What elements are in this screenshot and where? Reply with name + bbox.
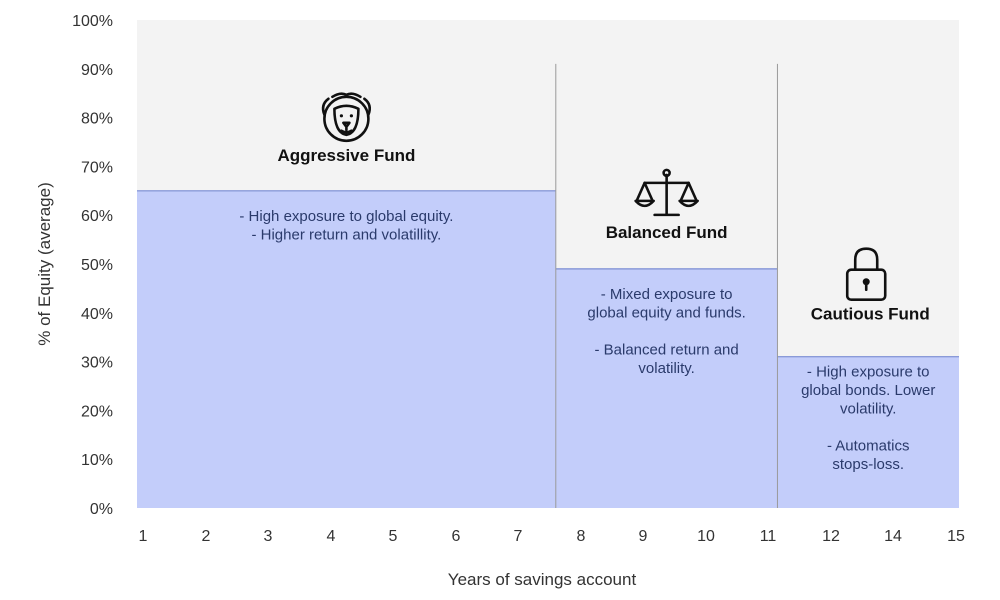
x-tick-label: 11 (760, 528, 777, 545)
x-tick-label: 7 (514, 528, 523, 545)
scales-beam (643, 173, 690, 217)
x-tick-label: 3 (264, 528, 273, 545)
equity-area (777, 356, 959, 508)
y-tick-label: 0% (90, 501, 113, 518)
lion-face (333, 104, 360, 137)
fund-description-line: - Higher return and volatillity. (251, 226, 441, 243)
x-tick-label: 8 (577, 528, 586, 545)
lion-icon (321, 92, 372, 143)
fund-name: Cautious Fund (811, 305, 930, 324)
x-tick-label: 6 (452, 528, 461, 545)
y-tick-label: 20% (81, 403, 113, 420)
padlock-shackle (853, 247, 879, 272)
x-tick-label: 5 (389, 528, 398, 545)
x-tick-label: 1 (139, 528, 148, 545)
lion-nose-mouth (340, 121, 353, 134)
x-tick-label: 12 (822, 528, 840, 545)
equity-area (137, 190, 556, 509)
y-tick-label: 70% (81, 159, 113, 176)
x-tick-label: 9 (639, 528, 648, 545)
fund-description-line: global equity and funds. (587, 304, 745, 321)
y-tick-label: 10% (81, 452, 113, 469)
y-tick-label: 60% (81, 208, 113, 225)
scales-icon (634, 168, 699, 217)
fund-description-line: - Balanced return and (594, 341, 738, 358)
fund-description-line: volatility. (840, 401, 896, 418)
y-tick-label: 50% (81, 257, 113, 274)
padlock-keyhole (862, 278, 870, 286)
padlock-icon (845, 247, 887, 302)
x-tick-label: 10 (697, 528, 715, 545)
fund-description-line: - Mixed exposure to (601, 286, 733, 303)
lion-mane (323, 95, 370, 143)
fund-description-line: - High exposure to global equity. (239, 208, 453, 225)
fund-region-1: Aggressive Fund - High exposure to global… (137, 92, 556, 509)
fund-description-line: volatility. (638, 360, 694, 377)
fund-name: Aggressive Fund (277, 146, 415, 165)
equity-area (555, 268, 778, 508)
x-axis-label: Years of savings account (448, 570, 637, 589)
fund-description-line: global bonds. Lower (801, 382, 935, 399)
scales-right-pan (678, 181, 699, 208)
lion-mane-tufts (321, 92, 372, 117)
y-tick-label: 80% (81, 111, 113, 128)
fund-name: Balanced Fund (606, 223, 728, 242)
fund-description-line: - Automatics (827, 438, 910, 455)
lion-eye (339, 114, 343, 118)
y-axis-label: % of Equity (average) (35, 182, 54, 345)
x-tick-label: 15 (947, 528, 965, 545)
padlock-body (845, 268, 887, 302)
scales-left-pan (634, 181, 655, 208)
y-tick-label: 40% (81, 306, 113, 323)
x-tick-label: 2 (202, 528, 211, 545)
y-tick-label: 90% (81, 62, 113, 79)
y-tick-label: 100% (72, 13, 113, 30)
fund-description-line: stops-loss. (832, 456, 904, 473)
fund-description-line: - High exposure to (807, 364, 930, 381)
x-tick-label: 4 (327, 528, 336, 545)
y-tick-label: 30% (81, 355, 113, 372)
x-tick-label: 14 (884, 528, 902, 545)
scales-top (662, 168, 671, 178)
lion-eye (349, 114, 353, 118)
